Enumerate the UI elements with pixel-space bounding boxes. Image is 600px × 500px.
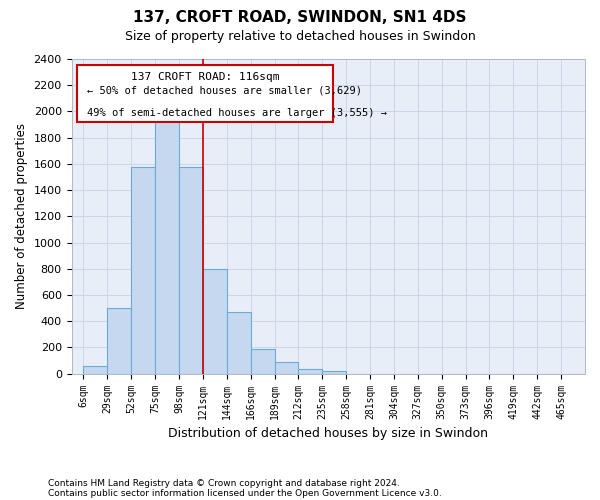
Text: Contains HM Land Registry data © Crown copyright and database right 2024.: Contains HM Land Registry data © Crown c… [48, 478, 400, 488]
Text: 49% of semi-detached houses are larger (3,555) →: 49% of semi-detached houses are larger (… [87, 108, 387, 118]
Text: 137, CROFT ROAD, SWINDON, SN1 4DS: 137, CROFT ROAD, SWINDON, SN1 4DS [133, 10, 467, 25]
Bar [298, 369, 322, 374]
X-axis label: Distribution of detached houses by size in Swindon: Distribution of detached houses by size … [168, 427, 488, 440]
FancyBboxPatch shape [77, 66, 334, 122]
Bar [155, 118, 179, 374]
Bar [275, 362, 298, 374]
Bar [179, 166, 203, 374]
Bar [131, 166, 155, 374]
Bar [322, 371, 346, 374]
Bar [107, 308, 131, 374]
Bar [83, 366, 107, 374]
Bar [203, 269, 227, 374]
Text: Contains public sector information licensed under the Open Government Licence v3: Contains public sector information licen… [48, 488, 442, 498]
Bar [251, 350, 275, 374]
Text: ← 50% of detached houses are smaller (3,629): ← 50% of detached houses are smaller (3,… [87, 86, 362, 96]
Text: 137 CROFT ROAD: 116sqm: 137 CROFT ROAD: 116sqm [131, 72, 279, 82]
Y-axis label: Number of detached properties: Number of detached properties [15, 124, 28, 310]
Bar [227, 312, 251, 374]
Text: Size of property relative to detached houses in Swindon: Size of property relative to detached ho… [125, 30, 475, 43]
